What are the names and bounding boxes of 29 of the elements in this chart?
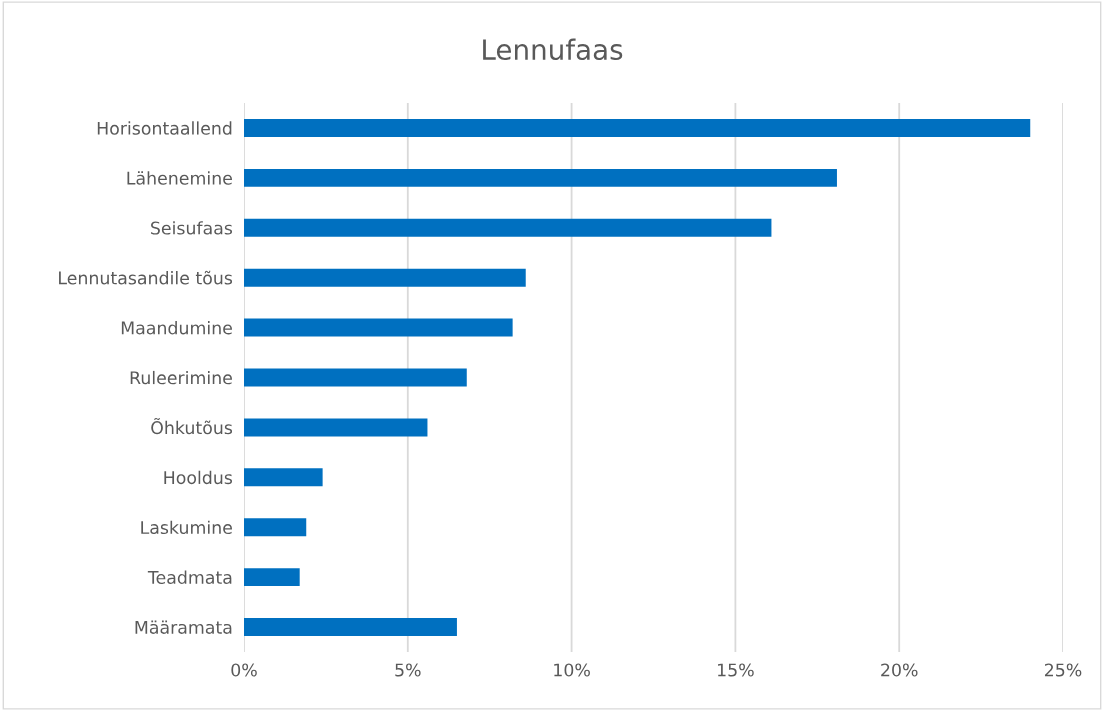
y-tick-label: Õhkutõus <box>151 418 233 435</box>
chart-title: Lennufaas <box>483 38 623 61</box>
y-tick-label: Määramata <box>135 620 232 634</box>
bar <box>244 318 513 337</box>
y-tick-label: Laskumine <box>141 520 232 535</box>
y-tick-label: Hooldus <box>164 470 233 485</box>
x-tick-label: 0% <box>231 663 257 677</box>
x-tick-label: 25% <box>1044 663 1082 677</box>
y-tick-label: Ruleerimine <box>130 370 232 385</box>
y-tick-label: Teadmata <box>147 570 232 584</box>
y-tick-label: Horisontaallend <box>97 121 232 135</box>
bar <box>244 268 526 287</box>
bar <box>244 368 467 387</box>
bar <box>244 618 457 637</box>
bar <box>244 568 300 587</box>
bar <box>244 218 772 237</box>
y-tick-label: Seisufaas <box>151 221 233 235</box>
bar <box>244 118 1031 137</box>
x-tick-label: 10% <box>554 663 590 677</box>
bar <box>244 468 323 487</box>
x-tick-label: 15% <box>718 663 754 677</box>
x-tick-label: 20% <box>881 663 918 677</box>
bar <box>244 168 837 187</box>
bar <box>244 418 428 437</box>
y-tick-label: Maandumine <box>121 321 232 335</box>
y-tick-label: Lennutasandile tõus <box>59 270 233 285</box>
y-tick-label: Lähenemine <box>127 171 232 185</box>
bar <box>244 518 307 537</box>
x-tick-label: 5% <box>395 663 421 677</box>
